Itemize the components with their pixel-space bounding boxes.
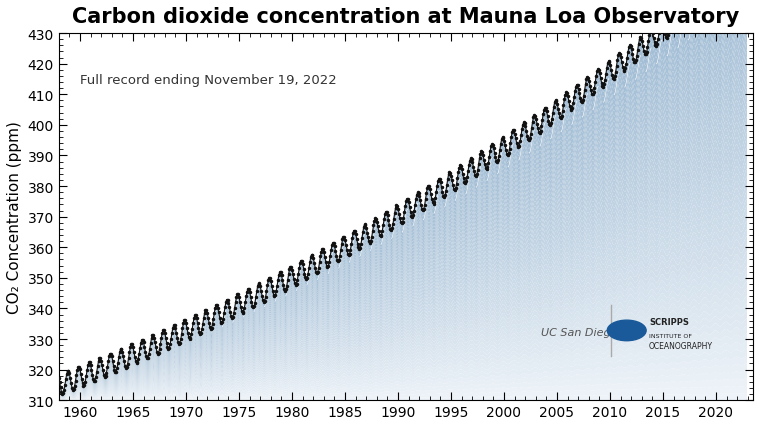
Text: INSTITUTE OF: INSTITUTE OF	[649, 334, 692, 339]
Y-axis label: CO₂ Concentration (ppm): CO₂ Concentration (ppm)	[7, 121, 22, 314]
Title: Carbon dioxide concentration at Mauna Loa Observatory: Carbon dioxide concentration at Mauna Lo…	[72, 7, 739, 27]
Text: SCRIPPS: SCRIPPS	[649, 317, 689, 326]
Text: Full record ending November 19, 2022: Full record ending November 19, 2022	[80, 74, 337, 87]
Circle shape	[607, 320, 646, 341]
Text: UC San Diego: UC San Diego	[541, 328, 618, 337]
Text: OCEANOGRAPHY: OCEANOGRAPHY	[649, 341, 713, 350]
